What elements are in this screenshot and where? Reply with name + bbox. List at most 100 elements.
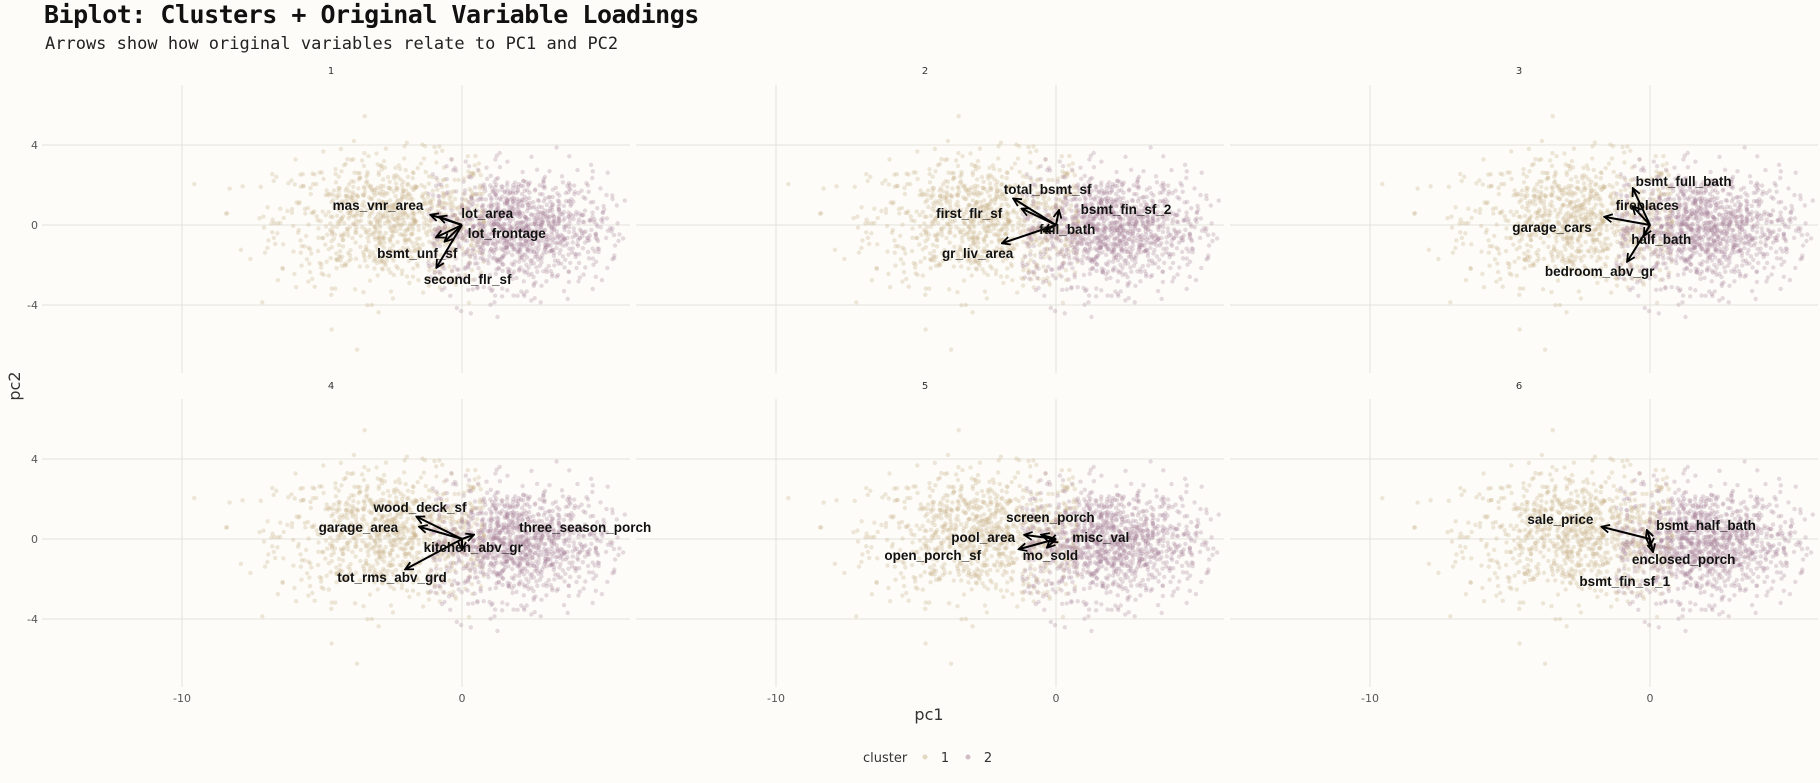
scatter-point — [1044, 203, 1049, 208]
scatter-point — [527, 190, 532, 195]
scatter-point — [885, 249, 890, 254]
scatter-point — [527, 180, 532, 185]
scatter-point — [1466, 206, 1471, 211]
scatter-point — [1594, 181, 1599, 187]
scatter-point — [1477, 206, 1483, 212]
scatter-point — [514, 275, 519, 281]
scatter-point — [1597, 240, 1603, 245]
scatter-point — [333, 180, 339, 185]
scatter-point — [854, 300, 859, 305]
scatter-point — [1010, 223, 1015, 229]
scatter-point — [1016, 144, 1022, 149]
scatter-point — [1539, 184, 1544, 190]
scatter-point — [892, 238, 897, 243]
scatter-point — [1547, 158, 1553, 163]
scatter-point — [466, 263, 471, 269]
scatter-point — [984, 296, 990, 301]
scatter-point — [358, 212, 363, 218]
scatter-point — [1502, 214, 1507, 219]
loading-label: bsmt_unf_sf — [377, 246, 458, 261]
scatter-point — [385, 254, 391, 260]
scatter-point — [944, 192, 949, 197]
scatter-point — [1481, 157, 1486, 162]
scatter-point — [1182, 200, 1187, 205]
scatter-point — [480, 208, 485, 213]
scatter-point — [1522, 266, 1527, 271]
scatter-point — [490, 256, 495, 261]
scatter-point — [1010, 227, 1015, 233]
scatter-point — [470, 287, 475, 292]
scatter-point — [1605, 208, 1610, 213]
scatter-point — [289, 206, 295, 212]
scatter-point — [434, 160, 439, 165]
scatter-point — [540, 210, 545, 216]
scatter-point — [990, 223, 995, 228]
scatter-point — [310, 276, 315, 282]
scatter-point — [612, 243, 618, 248]
scatter-point — [266, 238, 271, 243]
scatter-point — [1522, 251, 1527, 256]
scatter-point — [1004, 176, 1009, 181]
scatter-point — [981, 179, 986, 184]
scatter-point — [1580, 176, 1585, 181]
scatter-point — [567, 224, 572, 230]
scatter-point — [1040, 240, 1045, 245]
scatter-point — [545, 208, 551, 214]
scatter-point — [852, 184, 857, 189]
scatter-point — [927, 167, 932, 172]
scatter-point — [422, 184, 427, 190]
scatter-point — [909, 248, 915, 254]
scatter-point — [1041, 196, 1046, 202]
scatter-point — [447, 196, 452, 202]
scatter-point — [914, 209, 919, 214]
scatter-point — [467, 186, 472, 192]
scatter-point — [1595, 280, 1600, 286]
scatter-point — [466, 169, 471, 174]
scatter-point — [842, 256, 847, 262]
scatter-point — [350, 192, 355, 197]
scatter-point — [906, 284, 911, 289]
scatter-point — [339, 169, 344, 174]
scatter-point — [1457, 221, 1462, 226]
scatter-point — [483, 188, 488, 194]
scatter-point — [468, 171, 474, 176]
scatter-point — [421, 290, 426, 295]
scatter-point — [545, 218, 551, 224]
scatter-point — [389, 228, 394, 233]
scatter-point — [307, 261, 312, 266]
scatter-point — [317, 260, 322, 266]
scatter-point — [1105, 269, 1111, 274]
scatter-point — [426, 181, 432, 186]
scatter-point — [1569, 158, 1575, 164]
scatter-point — [274, 174, 279, 179]
scatter-point — [1134, 192, 1139, 197]
scatter-point — [1144, 248, 1150, 253]
scatter-point — [516, 184, 521, 190]
scatter-point — [897, 211, 902, 216]
scatter-point — [449, 208, 454, 213]
scatter-point — [595, 237, 600, 242]
scatter-point — [561, 203, 567, 209]
scatter-point — [380, 189, 386, 194]
scatter-point — [532, 254, 538, 259]
scatter-point — [1112, 265, 1117, 270]
scatter-point — [1517, 239, 1522, 244]
scatter-point — [860, 238, 865, 243]
scatter-point — [616, 238, 621, 244]
scatter-point — [469, 196, 474, 201]
scatter-point — [1128, 265, 1133, 270]
scatter-point — [1135, 179, 1140, 184]
scatter-point — [390, 296, 396, 301]
scatter-point — [426, 212, 431, 217]
scatter-point — [364, 229, 370, 234]
scatter-point — [976, 240, 981, 245]
scatter-point — [408, 197, 413, 202]
scatter-point — [1052, 210, 1057, 215]
scatter-point — [1461, 241, 1466, 247]
scatter-point — [445, 190, 451, 195]
scatter-point — [565, 183, 570, 188]
scatter-point — [1187, 259, 1193, 264]
scatter-point — [1380, 181, 1385, 187]
scatter-point — [359, 158, 365, 163]
scatter-point — [970, 172, 975, 177]
